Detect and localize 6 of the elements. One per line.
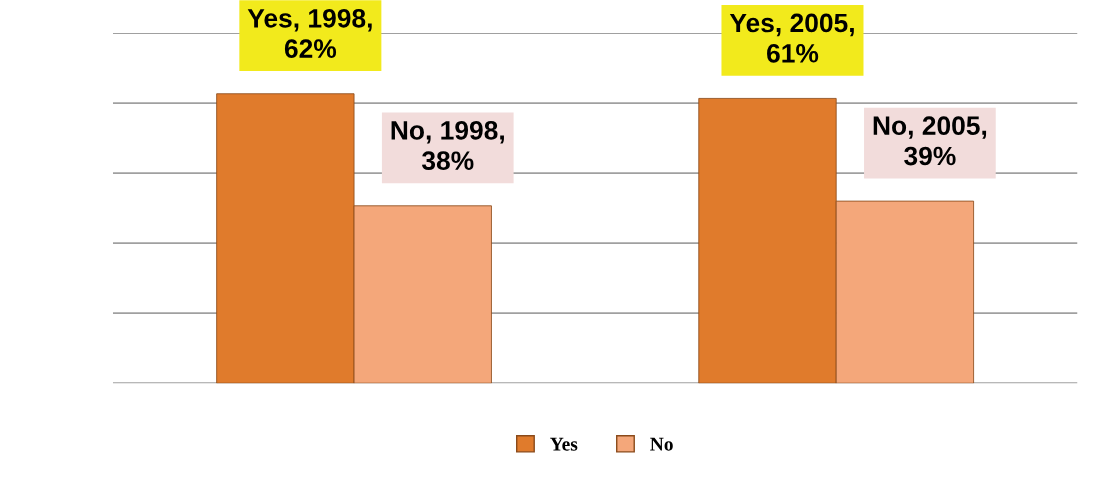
data-label: Yes, 2005, 61%: [729, 13, 854, 63]
data-label: No, 2005, 39%: [873, 116, 987, 166]
legend-label: Yes: [550, 437, 578, 451]
data-label: No, 1998, 38%: [391, 121, 504, 171]
data-label: Yes, 1998, 62%: [247, 8, 372, 58]
legend-label: No: [650, 437, 673, 451]
